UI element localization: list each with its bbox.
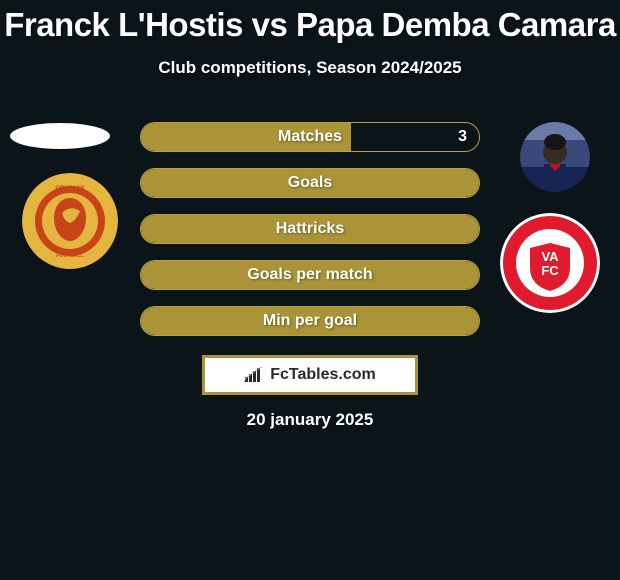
comparison-card: Franck L'Hostis vs Papa Demba Camara Clu… — [0, 0, 620, 580]
stat-label: Min per goal — [141, 307, 479, 335]
season-subtitle: Club competitions, Season 2024/2025 — [0, 58, 620, 78]
player-left-avatar-placeholder — [10, 123, 110, 149]
stat-bar: Goals — [140, 168, 480, 198]
snapshot-date: 20 january 2025 — [0, 410, 620, 430]
stat-label: Goals — [141, 169, 479, 197]
stat-label: Goals per match — [141, 261, 479, 289]
stat-label: Hattricks — [141, 215, 479, 243]
club-left-crest: ORLEANS FOOTBALL — [22, 173, 118, 269]
stat-bar: Min per goal — [140, 306, 480, 336]
page-title: Franck L'Hostis vs Papa Demba Camara — [0, 0, 620, 44]
watermark-text: FcTables.com — [270, 366, 376, 384]
svg-text:ORLEANS: ORLEANS — [55, 186, 84, 192]
stat-bar: Goals per match — [140, 260, 480, 290]
svg-text:FC: FC — [541, 263, 559, 278]
watermark-badge: FcTables.com — [202, 355, 418, 395]
stat-bar: Hattricks — [140, 214, 480, 244]
player-right-avatar — [520, 122, 590, 192]
stat-bar: Matches3 — [140, 122, 480, 152]
stats-column: Matches3 Goals Hattricks Goals per match Min… — [140, 122, 480, 352]
chart-icon — [244, 367, 264, 383]
stat-right-value: 3 — [458, 123, 467, 151]
svg-text:FOOTBALL: FOOTBALL — [56, 253, 83, 259]
svg-text:VA: VA — [541, 249, 559, 264]
stat-label: Matches — [141, 123, 479, 151]
club-right-crest: VA FC — [500, 213, 600, 313]
